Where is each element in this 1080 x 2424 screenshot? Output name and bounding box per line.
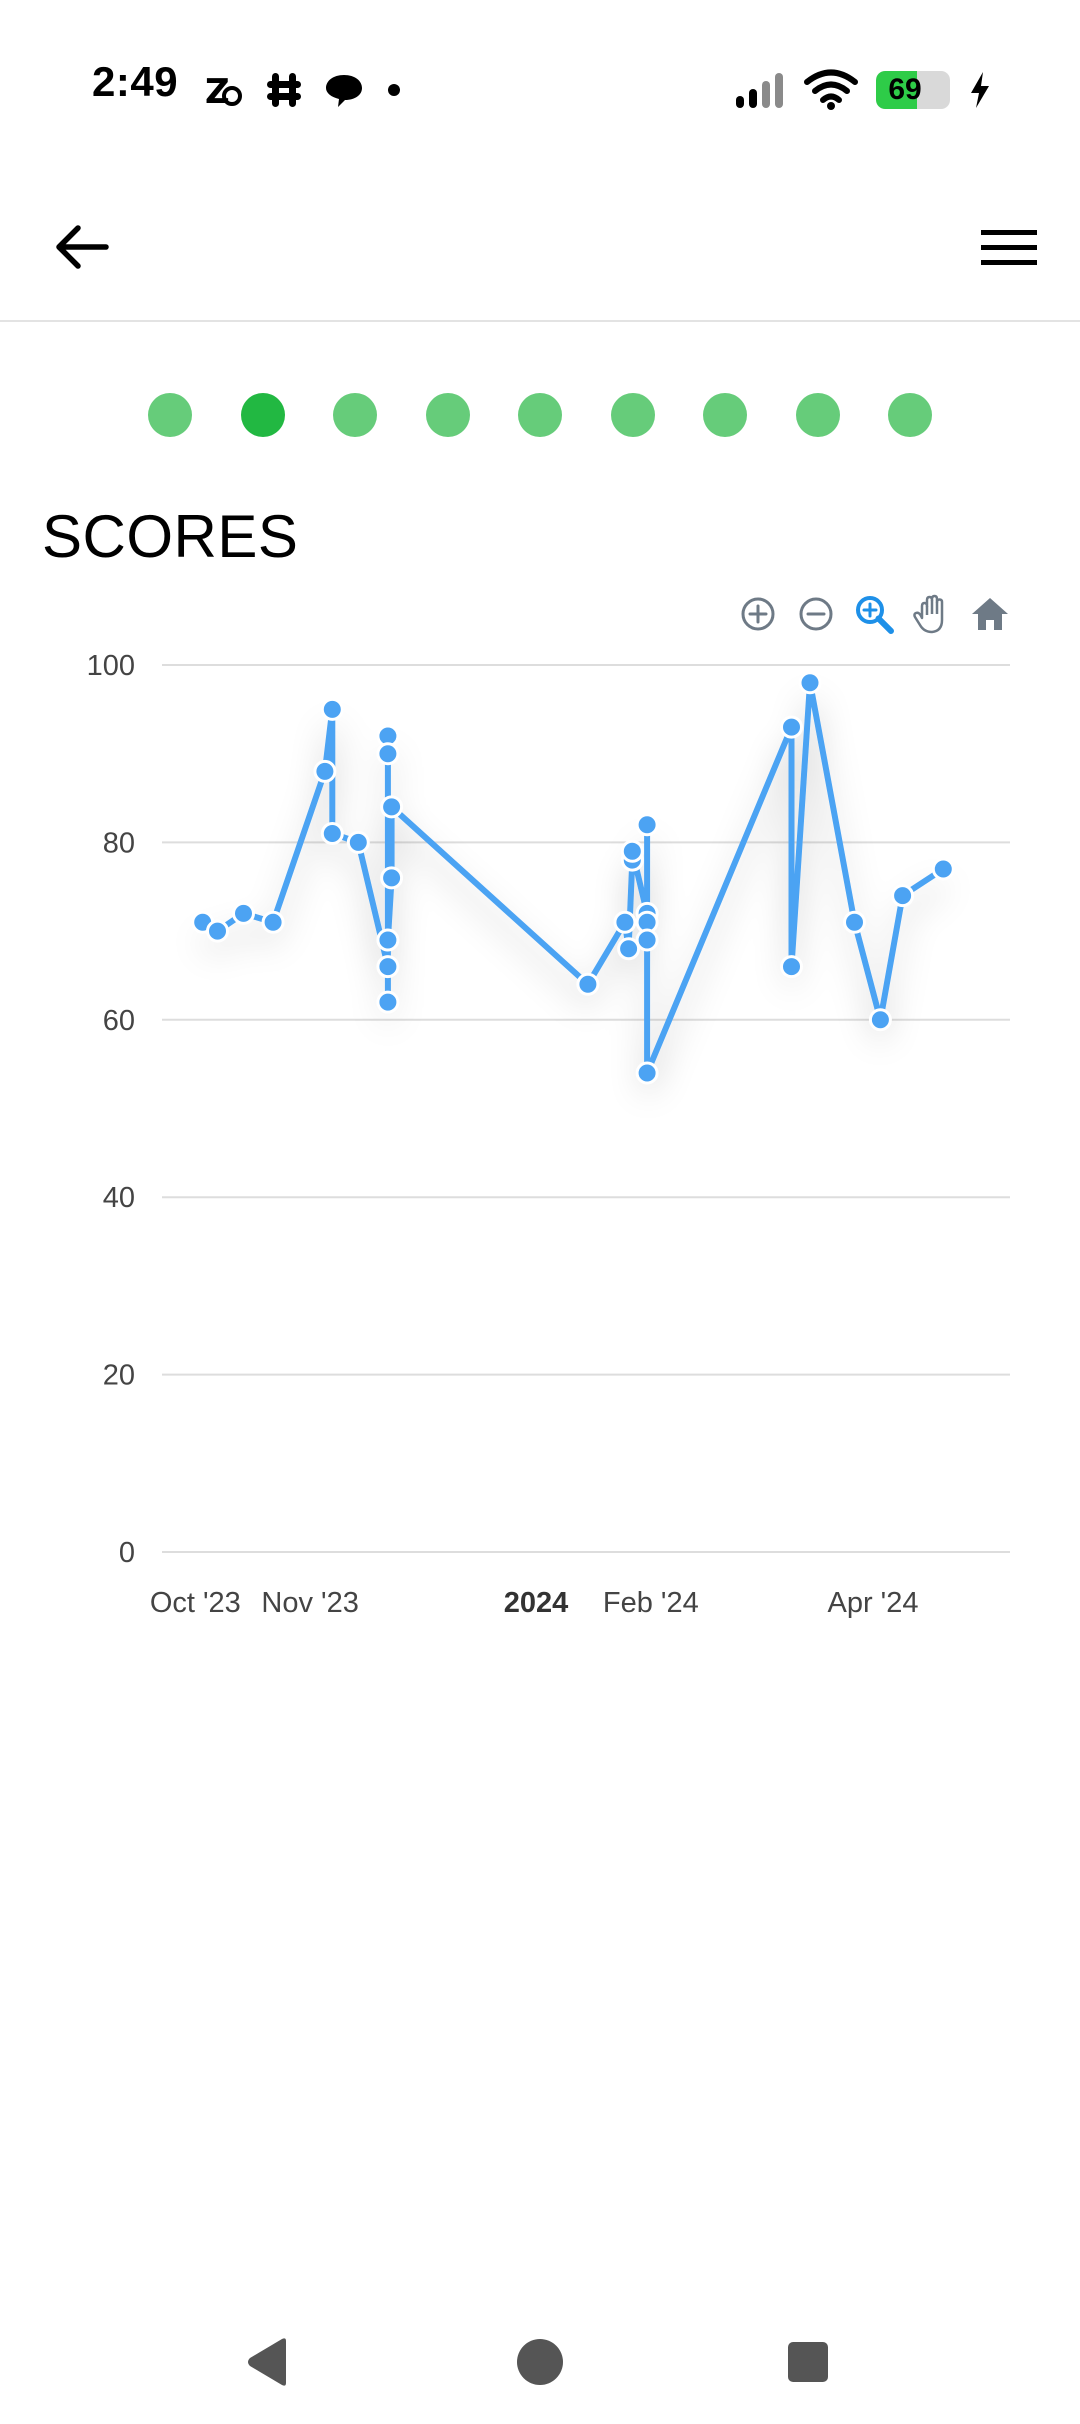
data-point[interactable] [868, 1008, 892, 1032]
data-point[interactable] [380, 866, 404, 890]
battery-level [876, 71, 917, 109]
signal-icon [736, 73, 783, 108]
page-dot[interactable] [425, 393, 470, 437]
data-point[interactable] [320, 697, 344, 721]
chart-toolbar [736, 592, 1012, 644]
data-point[interactable] [376, 928, 400, 952]
data-point[interactable] [313, 759, 337, 783]
nav-home-button[interactable] [512, 2334, 568, 2390]
data-point[interactable] [613, 910, 637, 934]
data-point[interactable] [261, 910, 285, 934]
data-point[interactable] [346, 830, 370, 854]
home-circle-icon [517, 2339, 563, 2385]
battery-icon: 69 [876, 71, 950, 109]
page-dot[interactable] [703, 393, 747, 437]
page-dot-active[interactable] [240, 393, 285, 437]
app-bar [0, 170, 1080, 322]
selection-zoom-icon[interactable] [852, 592, 896, 636]
x-tick-label: Feb '24 [603, 1587, 699, 1619]
pan-hand-icon[interactable] [910, 592, 954, 636]
x-tick-label: 2024 [504, 1587, 569, 1619]
zedge-icon: Z [205, 72, 242, 110]
recents-square-icon [788, 2342, 828, 2382]
page-dot[interactable] [518, 393, 562, 437]
y-tick-label: 40 [103, 1182, 135, 1214]
page-indicator [0, 392, 1080, 438]
data-point[interactable] [635, 928, 659, 952]
data-point[interactable] [780, 715, 803, 739]
y-tick-label: 0 [119, 1537, 135, 1569]
section-title: SCORES [42, 503, 299, 570]
status-time: 2:49 [92, 58, 179, 105]
data-point[interactable] [635, 1061, 659, 1085]
data-point[interactable] [931, 857, 955, 881]
dot-icon [388, 84, 400, 96]
page-dot[interactable] [610, 393, 655, 437]
scores-series [191, 671, 955, 1085]
y-tick-label: 100 [87, 650, 135, 682]
chat-bubble-icon [326, 75, 362, 107]
back-triangle-icon [248, 2338, 286, 2386]
page-dot[interactable] [795, 393, 840, 437]
y-tick-label: 20 [103, 1360, 135, 1392]
data-point[interactable] [232, 901, 255, 925]
hamburger-menu-icon [981, 230, 1037, 265]
back-button[interactable] [46, 215, 126, 279]
grid-lines [162, 664, 1010, 1553]
nav-recents-button[interactable] [780, 2334, 836, 2390]
page-dot[interactable] [888, 393, 932, 437]
zoom-out-icon[interactable] [794, 592, 838, 636]
x-tick-label: Nov '23 [261, 1587, 358, 1619]
y-tick-label: 60 [103, 1005, 135, 1037]
data-point[interactable] [617, 937, 641, 961]
series-line [199, 679, 947, 1076]
notification-icons: Z [204, 64, 404, 116]
data-point[interactable] [376, 990, 400, 1014]
wifi-icon [804, 69, 858, 110]
data-point[interactable] [206, 919, 229, 943]
y-tick-label: 80 [103, 827, 135, 859]
nav-back-button[interactable] [240, 2334, 296, 2390]
menu-button[interactable] [972, 215, 1042, 279]
data-point[interactable] [620, 839, 644, 863]
system-icons: 69 [734, 64, 992, 116]
x-tick-label: Apr '24 [827, 1587, 918, 1619]
battery-percentage: 69 [888, 73, 922, 106]
data-point[interactable] [576, 972, 600, 996]
page-dot[interactable] [148, 393, 192, 437]
system-navigation-bar [0, 2300, 1080, 2424]
page-dot[interactable] [333, 393, 377, 437]
status-bar: 2:49 Z [0, 0, 1080, 170]
data-point[interactable] [635, 813, 659, 837]
reset-home-icon[interactable] [968, 592, 1012, 636]
arrow-left-icon [56, 225, 109, 269]
data-point[interactable] [843, 910, 866, 934]
scores-line-chart: 0 20 40 60 80 100 Oct '23 Nov '23 2024 Feb '24 Ap… [87, 650, 1010, 1619]
x-tick-label: Oct '23 [150, 1587, 241, 1619]
data-point[interactable] [780, 955, 803, 979]
data-point[interactable] [891, 884, 915, 908]
y-axis-ticks: 0 20 40 60 80 100 [87, 650, 135, 1569]
x-axis-ticks: Oct '23 Nov '23 2024 Feb '24 Apr '24 [150, 1587, 919, 1619]
charging-bolt-icon [971, 72, 989, 108]
zoom-in-icon[interactable] [736, 592, 780, 636]
slack-icon [267, 73, 301, 107]
data-point[interactable] [376, 742, 400, 766]
data-point[interactable] [376, 955, 400, 979]
data-point[interactable] [380, 795, 404, 819]
data-point[interactable] [798, 671, 822, 695]
data-point[interactable] [320, 822, 344, 845]
